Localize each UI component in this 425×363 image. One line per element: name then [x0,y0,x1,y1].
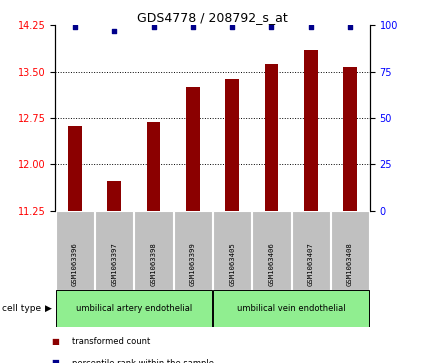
Bar [292,211,330,290]
Bar [147,122,160,211]
Bar [95,211,133,290]
Bar [265,64,278,211]
Text: GSM1063398: GSM1063398 [150,242,156,286]
Bar [173,211,212,290]
Text: umbilical vein endothelial: umbilical vein endothelial [237,304,346,313]
Bar [343,67,357,211]
Text: percentile rank within the sample: percentile rank within the sample [72,359,214,363]
Bar [134,211,173,290]
Text: ■: ■ [51,359,59,363]
Bar [108,181,121,211]
Text: GSM1063407: GSM1063407 [308,242,314,286]
Point [190,24,196,30]
Text: cell type: cell type [2,304,41,313]
Text: ▶: ▶ [45,304,52,313]
Bar [252,211,291,290]
Point [71,24,78,30]
Text: GSM1063405: GSM1063405 [229,242,235,286]
Bar [186,87,200,211]
Text: GSM1063408: GSM1063408 [347,242,353,286]
Point [347,24,354,30]
Title: GDS4778 / 208792_s_at: GDS4778 / 208792_s_at [137,11,288,24]
Text: GSM1063396: GSM1063396 [72,242,78,286]
Point [268,24,275,30]
Bar [56,211,94,290]
Bar [56,290,212,327]
Bar [68,126,82,211]
Text: ■: ■ [51,337,59,346]
Point [229,24,235,30]
Bar [213,290,369,327]
Bar [304,50,317,211]
Point [307,24,314,30]
Point [111,28,118,34]
Text: umbilical artery endothelial: umbilical artery endothelial [76,304,192,313]
Bar [331,211,369,290]
Text: GSM1063406: GSM1063406 [269,242,275,286]
Point [150,24,157,30]
Text: GSM1063399: GSM1063399 [190,242,196,286]
Text: GSM1063397: GSM1063397 [111,242,117,286]
Bar [225,79,239,211]
Text: transformed count: transformed count [72,337,150,346]
Bar [213,211,252,290]
